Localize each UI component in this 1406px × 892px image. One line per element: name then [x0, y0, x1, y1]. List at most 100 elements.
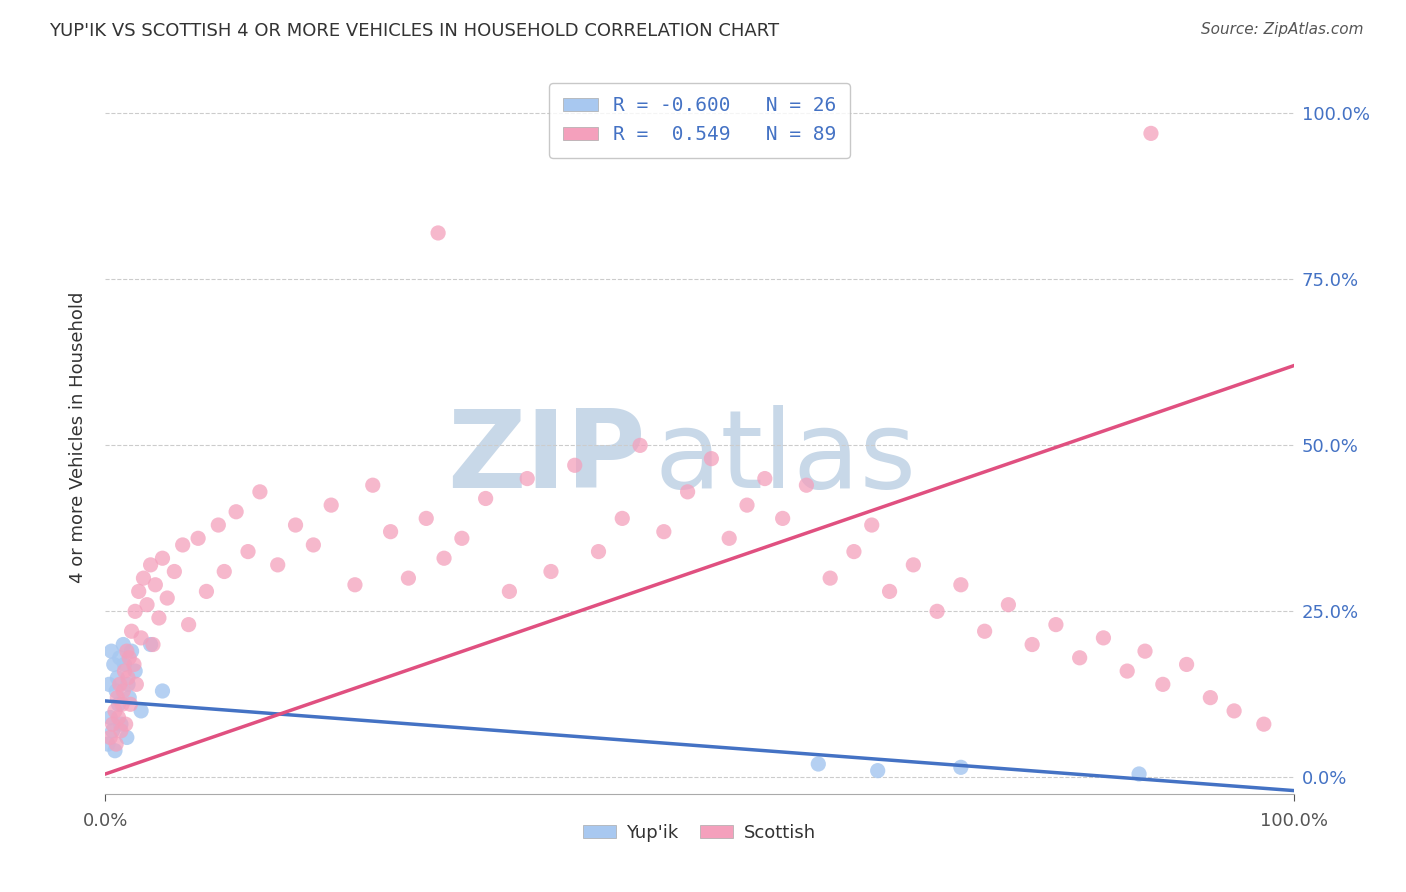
- Point: [112, 638, 135, 652]
- Point: [114, 664, 136, 678]
- Point: [1152, 677, 1174, 691]
- Point: [110, 717, 132, 731]
- Point: [842, 544, 865, 558]
- Point: [516, 472, 538, 486]
- Point: [1133, 644, 1156, 658]
- Point: [1199, 690, 1222, 705]
- Point: [1140, 127, 1163, 141]
- Point: [115, 644, 138, 658]
- Point: [143, 578, 166, 592]
- Point: [115, 731, 138, 745]
- Point: [433, 551, 456, 566]
- Point: [628, 438, 651, 452]
- Point: [105, 671, 128, 685]
- Point: [415, 511, 437, 525]
- Point: [124, 664, 146, 678]
- Point: [107, 710, 129, 724]
- Point: [450, 531, 472, 545]
- Point: [125, 677, 148, 691]
- Point: [108, 650, 131, 665]
- Point: [112, 684, 135, 698]
- Point: [361, 478, 384, 492]
- Point: [105, 737, 128, 751]
- Text: atlas: atlas: [654, 406, 917, 511]
- Point: [101, 717, 124, 731]
- Point: [107, 698, 129, 712]
- Point: [118, 650, 141, 665]
- Point: [139, 558, 162, 572]
- Point: [128, 584, 150, 599]
- Point: [1069, 650, 1091, 665]
- Point: [124, 604, 146, 618]
- Point: [97, 737, 120, 751]
- Point: [172, 538, 194, 552]
- Point: [498, 584, 520, 599]
- Point: [120, 698, 142, 712]
- Point: [949, 760, 972, 774]
- Text: YUP'IK VS SCOTTISH 4 OR MORE VEHICLES IN HOUSEHOLD CORRELATION CHART: YUP'IK VS SCOTTISH 4 OR MORE VEHICLES IN…: [49, 22, 779, 40]
- Point: [105, 690, 128, 705]
- Point: [114, 717, 136, 731]
- Point: [105, 684, 128, 698]
- Point: [588, 544, 610, 558]
- Legend: Yup'ik, Scottish: Yup'ik, Scottish: [576, 817, 823, 849]
- Point: [1175, 657, 1198, 672]
- Point: [973, 624, 995, 639]
- Point: [132, 571, 155, 585]
- Point: [163, 565, 186, 579]
- Point: [754, 472, 776, 486]
- Point: [343, 578, 366, 592]
- Point: [903, 558, 925, 572]
- Point: [949, 578, 972, 592]
- Point: [214, 565, 236, 579]
- Point: [121, 644, 143, 658]
- Point: [676, 484, 699, 499]
- Point: [772, 511, 794, 525]
- Point: [267, 558, 290, 572]
- Point: [117, 671, 139, 685]
- Point: [249, 484, 271, 499]
- Point: [796, 478, 818, 492]
- Point: [807, 757, 830, 772]
- Point: [612, 511, 634, 525]
- Point: [148, 611, 170, 625]
- Point: [818, 571, 841, 585]
- Point: [118, 690, 141, 705]
- Point: [321, 498, 343, 512]
- Point: [225, 505, 247, 519]
- Point: [879, 584, 901, 599]
- Point: [98, 677, 121, 691]
- Point: [1021, 638, 1043, 652]
- Point: [860, 518, 883, 533]
- Point: [152, 551, 174, 566]
- Point: [98, 710, 121, 724]
- Point: [1045, 617, 1067, 632]
- Point: [718, 531, 741, 545]
- Point: [1116, 664, 1139, 678]
- Point: [129, 631, 152, 645]
- Point: [735, 498, 758, 512]
- Point: [187, 531, 209, 545]
- Point: [302, 538, 325, 552]
- Point: [380, 524, 402, 539]
- Point: [156, 591, 179, 605]
- Point: [1092, 631, 1115, 645]
- Point: [925, 604, 948, 618]
- Point: [101, 723, 124, 738]
- Point: [284, 518, 307, 533]
- Point: [139, 638, 162, 652]
- Point: [121, 624, 143, 639]
- Y-axis label: 4 or more Vehicles in Household: 4 or more Vehicles in Household: [69, 292, 87, 582]
- Point: [111, 698, 134, 712]
- Point: [236, 544, 259, 558]
- Point: [652, 524, 675, 539]
- Point: [108, 677, 131, 691]
- Point: [997, 598, 1019, 612]
- Point: [1223, 704, 1246, 718]
- Point: [117, 677, 139, 691]
- Text: Source: ZipAtlas.com: Source: ZipAtlas.com: [1201, 22, 1364, 37]
- Point: [114, 657, 136, 672]
- Point: [540, 565, 562, 579]
- Point: [100, 644, 122, 658]
- Point: [866, 764, 889, 778]
